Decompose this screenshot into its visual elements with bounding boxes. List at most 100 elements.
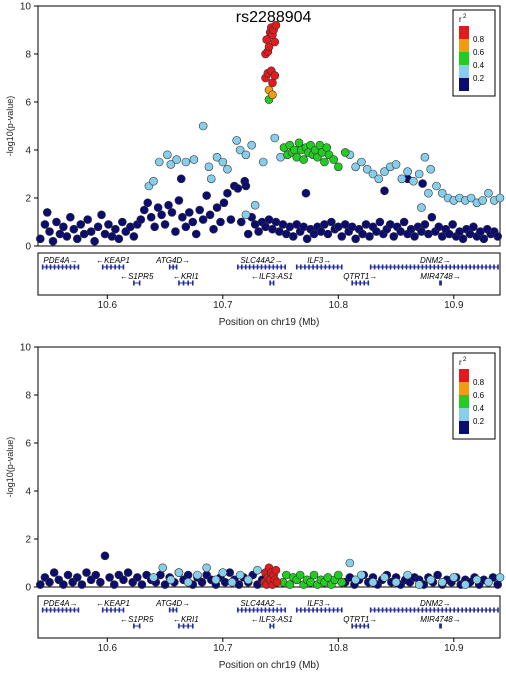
data-point — [76, 220, 86, 229]
gene-exon — [497, 264, 499, 270]
gene-exon — [256, 264, 259, 270]
gene-exon — [425, 607, 428, 613]
gene-exon — [106, 607, 108, 613]
gene-label: QTRT1→ — [343, 272, 377, 281]
data-point — [149, 176, 158, 186]
gene-label: QTRT1→ — [343, 615, 377, 624]
gene-exon — [240, 264, 243, 270]
gene-exon — [295, 607, 298, 613]
gene-exon — [328, 264, 331, 270]
x-tick-label: 10.7 — [213, 300, 233, 311]
legend-swatch — [459, 382, 469, 395]
gene-exon — [385, 264, 388, 270]
gene-exon — [122, 607, 125, 613]
gene-exon — [493, 607, 495, 613]
y-axis-label: -log10(p-value) — [5, 96, 15, 157]
data-point — [218, 157, 228, 167]
gene-exon — [324, 264, 327, 270]
legend-label: 0.2 — [473, 74, 485, 83]
gene-exon — [77, 607, 80, 613]
data-point — [166, 160, 176, 169]
gene-exon — [272, 264, 275, 270]
data-point — [414, 580, 424, 589]
gene-exon — [65, 264, 68, 270]
gene-exon — [272, 623, 275, 629]
data-point — [351, 575, 360, 585]
gene-exon — [276, 607, 279, 613]
gene-exon — [101, 264, 104, 270]
gene-exon — [439, 623, 441, 629]
gene-label: ILF3→ — [307, 599, 331, 608]
data-point — [77, 580, 87, 589]
gene-exon — [397, 607, 400, 613]
gene-exon — [417, 607, 420, 613]
gene-exon — [377, 607, 380, 613]
data-point — [202, 563, 211, 573]
data-point — [193, 570, 202, 580]
gene-exon — [401, 264, 404, 270]
data-point — [150, 222, 159, 232]
data-point — [93, 222, 103, 232]
gene-exon — [373, 264, 376, 270]
gene-exon — [355, 623, 358, 629]
data-point — [270, 133, 280, 143]
legend-title: r — [459, 15, 462, 24]
gene-exon — [272, 280, 275, 286]
y-tick-label: 8 — [25, 50, 31, 61]
data-point — [403, 570, 412, 580]
data-point — [323, 229, 333, 239]
data-point — [295, 570, 305, 580]
data-point — [357, 570, 366, 580]
y-axis-label: -log10(p-value) — [5, 437, 15, 498]
gene-exon — [340, 607, 343, 613]
gene-exon — [182, 623, 185, 629]
gene-exon — [440, 623, 442, 629]
data-point — [351, 234, 360, 244]
data-point — [223, 164, 232, 174]
data-point — [294, 138, 304, 148]
data-point — [36, 234, 45, 244]
legend-swatch — [459, 369, 469, 382]
gene-exon — [300, 264, 302, 270]
gene-exon — [269, 623, 271, 629]
gene-exon — [284, 264, 286, 270]
data-point — [136, 215, 146, 224]
data-point — [333, 162, 343, 172]
data-point — [219, 198, 229, 208]
gene-exon — [445, 264, 448, 270]
data-point — [149, 573, 158, 582]
data-point — [183, 570, 193, 580]
data-point — [271, 20, 281, 30]
data-point — [69, 224, 79, 234]
gene-exon — [175, 264, 178, 270]
data-point — [495, 573, 505, 582]
data-point — [253, 565, 262, 575]
gene-exon — [393, 264, 396, 270]
gene-exon — [269, 280, 271, 286]
legend-label: 0.6 — [473, 391, 485, 400]
gene-exon — [316, 607, 318, 613]
gene-exon — [409, 264, 412, 270]
gene-exon — [260, 607, 263, 613]
gene-exon — [77, 264, 80, 270]
y-tick-label: 4 — [25, 487, 31, 498]
gene-exon — [182, 280, 185, 286]
gene-exon — [61, 264, 64, 270]
data-point — [82, 568, 91, 577]
data-point — [104, 220, 113, 229]
data-point — [195, 205, 204, 215]
data-point — [143, 198, 153, 208]
data-point — [268, 90, 277, 100]
data-point — [109, 580, 119, 589]
data-point — [399, 217, 409, 227]
gene-exon — [106, 264, 108, 270]
data-point — [420, 220, 430, 229]
gene-label: ←S1PR5 — [120, 615, 154, 624]
gene-exon — [461, 607, 463, 613]
data-point — [247, 140, 256, 150]
gene-exon — [433, 264, 436, 270]
data-point — [333, 570, 343, 580]
gene-exon — [41, 264, 44, 270]
gene-exon — [461, 264, 463, 270]
gene-exon — [381, 607, 384, 613]
